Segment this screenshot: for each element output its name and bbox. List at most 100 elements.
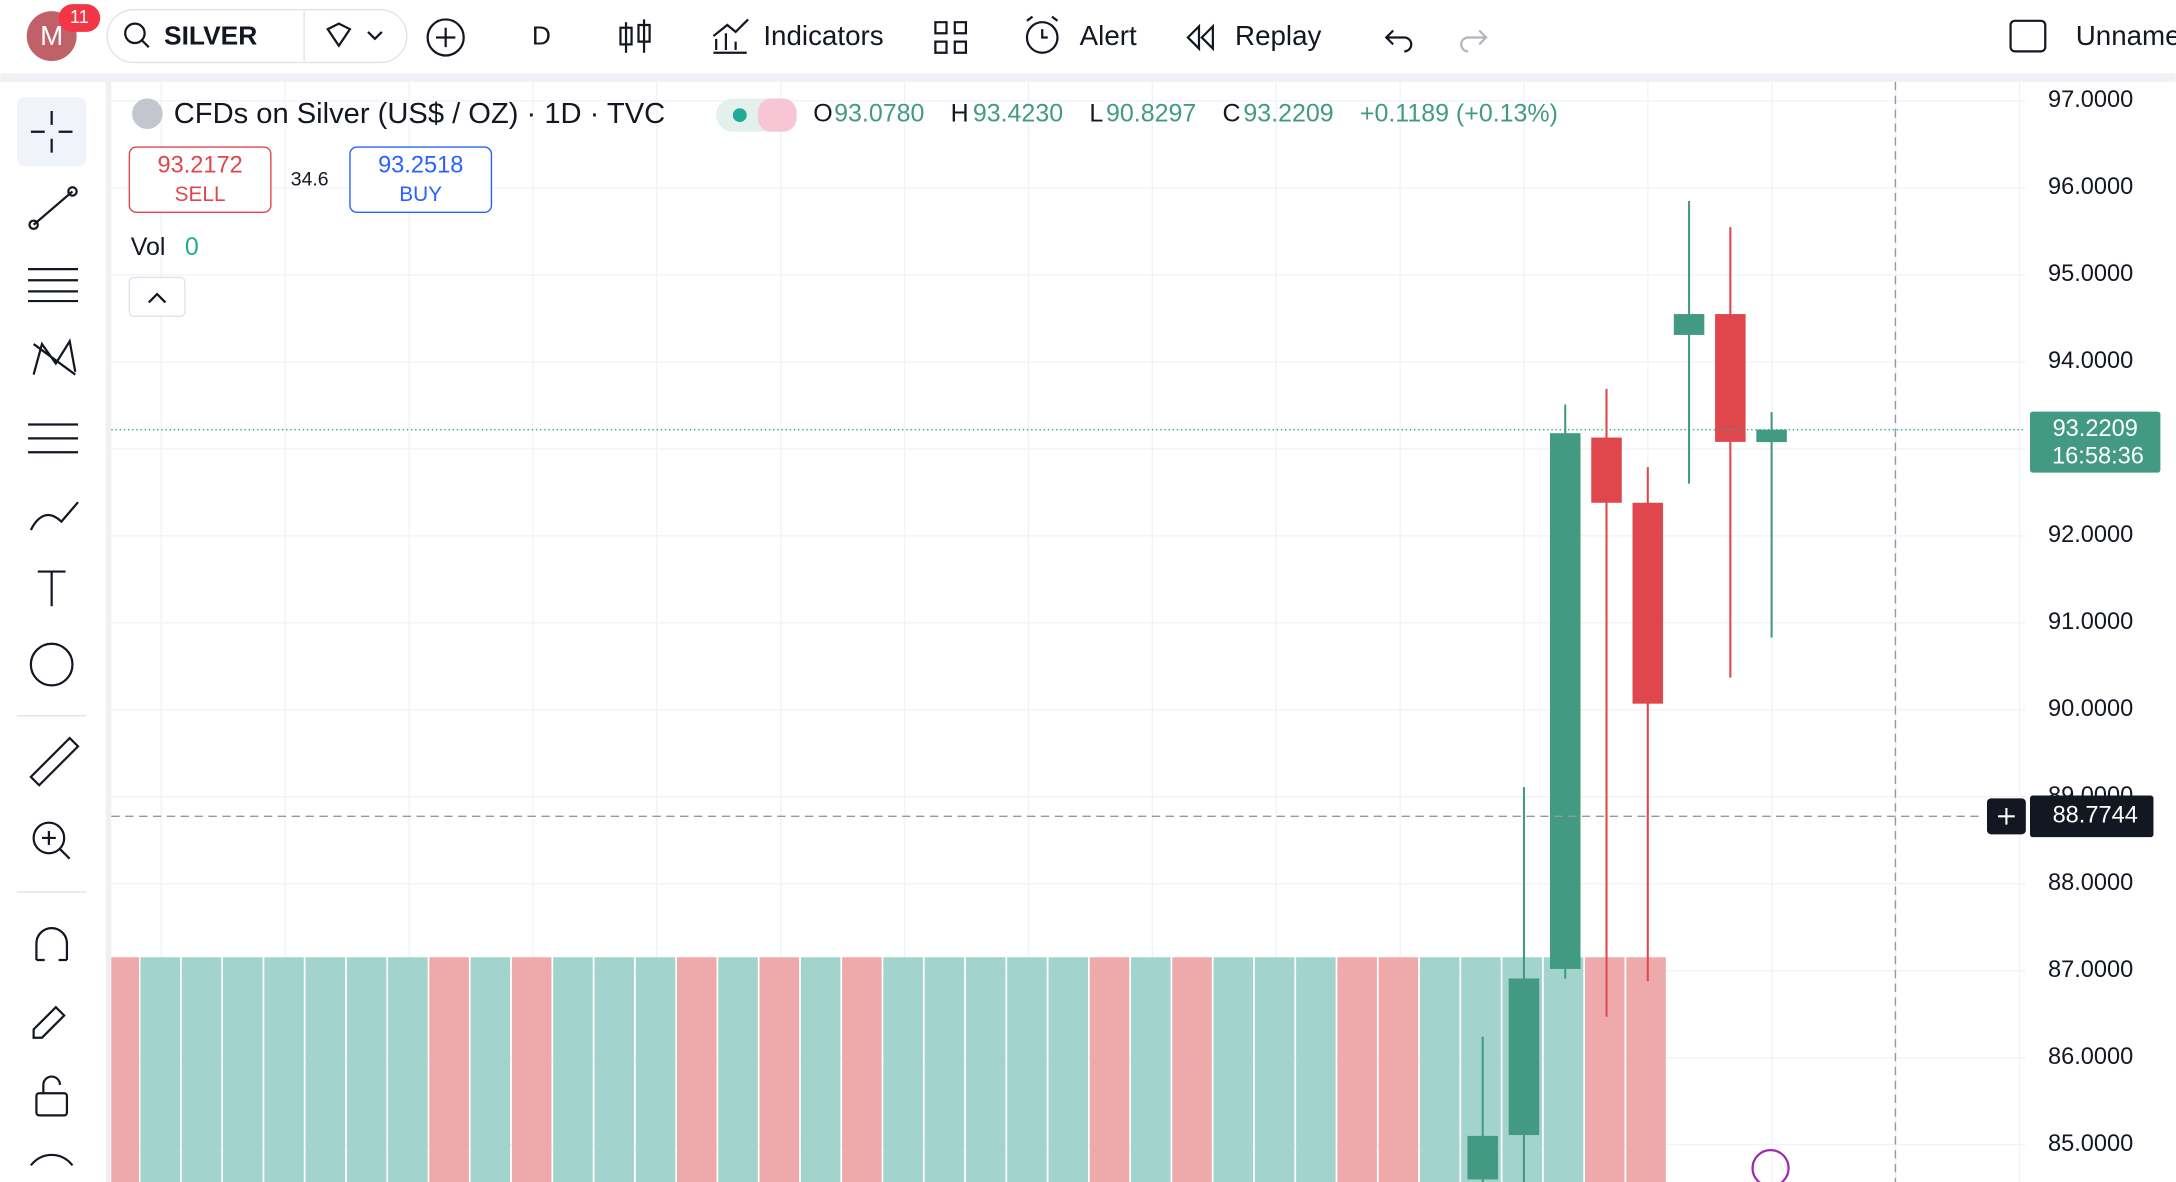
eye-tool[interactable] [29,1153,74,1167]
text-tool[interactable] [37,570,66,607]
indicators[interactable]: Indicators [763,20,883,51]
pattern-tool[interactable] [32,338,77,376]
plus [435,27,456,48]
volume-bar [511,957,552,1182]
volume-bar [800,957,841,1182]
volume-bar [1172,957,1212,1182]
volume-bar [965,957,1006,1182]
volume-bar [264,957,304,1182]
y-tick-label: 95.0000 [2048,260,2133,286]
sell-label: SELL [175,183,226,206]
volume-bar [677,957,717,1182]
volume-bar [842,957,882,1182]
symbol-search[interactable] [106,9,408,64]
lock-draw-tool[interactable] [32,1005,66,1039]
status-dot [732,108,747,123]
crosshair-price: 88.7744 [2053,802,2138,828]
volume-bar [924,957,965,1182]
volume-bar [718,957,758,1182]
alert[interactable]: Alert [1080,20,1137,51]
replay-icon[interactable] [1186,23,1214,52]
line-tool[interactable] [32,190,74,226]
forecast-tool[interactable] [28,423,79,454]
fib-tool[interactable] [28,268,79,303]
volume-label: Vol [131,233,166,261]
collapse-icon [147,292,167,304]
legend-c: C [1223,100,1241,128]
lightning-icon[interactable] [1751,1148,1790,1182]
volume-bar [759,957,800,1182]
volume-bar [1419,957,1460,1182]
legend-close: 93.2209 [1243,100,1333,128]
buy-button[interactable] [349,146,493,213]
volume-bar [181,957,222,1182]
replay[interactable]: Replay [1235,20,1321,51]
zoom-tool[interactable] [32,821,66,855]
emoji-tool[interactable] [29,642,74,687]
collapse-button[interactable] [128,276,186,318]
layout-name[interactable]: Unnamed [2076,20,2176,51]
alert-icon[interactable] [1025,21,1059,54]
last-price: 93.2209 [2053,415,2138,441]
line-tool [67,186,78,197]
volume-bar [1048,957,1088,1182]
legend-o: O [813,100,832,128]
y-tick-label: 85.0000 [2048,1130,2133,1156]
spread: 34.6 [291,168,329,190]
volume-bar [429,957,469,1182]
volume-bar [1337,957,1377,1182]
volume-bar [1213,957,1254,1182]
candle-body [1467,1135,1498,1180]
interval[interactable]: D [532,20,551,50]
legend-low: 90.8297 [1106,100,1196,128]
legend-high: 93.4230 [973,100,1063,128]
candle-body [1756,429,1787,443]
volume-bar [1378,957,1419,1182]
volume-bar [1626,957,1666,1182]
sell-button[interactable] [128,146,272,213]
zoom-tool [41,831,71,860]
search-icon [141,39,150,48]
sell-price: 93.2172 [157,152,242,178]
candle-body [1715,314,1746,442]
volume-bar [1089,957,1130,1182]
volume-bar [1131,957,1171,1182]
chart-type[interactable] [619,19,651,53]
magnet-tool[interactable] [35,927,69,962]
crosshair-plus [1998,808,2015,825]
volume-bar [594,957,634,1182]
compare-button[interactable] [426,18,465,57]
volume-bars [111,957,1666,1182]
volume-bar [1543,957,1584,1182]
y-tick-label: 96.0000 [2048,173,2133,199]
ruler-tool[interactable] [29,736,80,787]
badge [58,4,101,32]
layouts[interactable] [934,21,968,54]
undo[interactable] [1384,29,1413,53]
buy-label: BUY [399,183,442,206]
diamond-icon[interactable] [326,22,352,48]
crosshair-tool[interactable] [30,110,73,153]
redo[interactable] [1460,29,1488,53]
volume-bar [388,957,428,1182]
lock-tool[interactable] [35,1092,69,1117]
legend-title: CFDs on Silver (US$ / OZ) · 1D · TVC [174,98,665,130]
badge-count: 11 [70,7,89,27]
layout-icon[interactable] [2009,19,2047,53]
buy-price: 93.2518 [378,152,463,178]
y-tick-label: 88.0000 [2048,869,2133,895]
tool-active[interactable] [16,97,87,167]
brush-tool[interactable] [29,501,79,531]
candle-body [1508,978,1540,1136]
last-price-box [2029,411,2161,473]
indicators-icon[interactable] [712,18,749,54]
volume-bar [111,957,140,1182]
y-tick-label: 97.0000 [2048,86,2133,112]
y-tick-label: 94.0000 [2048,347,2133,373]
legend-change: +0.1189 (+0.13%) [1360,100,1558,128]
countdown: 16:58:36 [2052,443,2144,469]
volume-bar [1007,957,1047,1182]
avatar-letter: M [40,20,63,51]
volume-bar [883,957,923,1182]
